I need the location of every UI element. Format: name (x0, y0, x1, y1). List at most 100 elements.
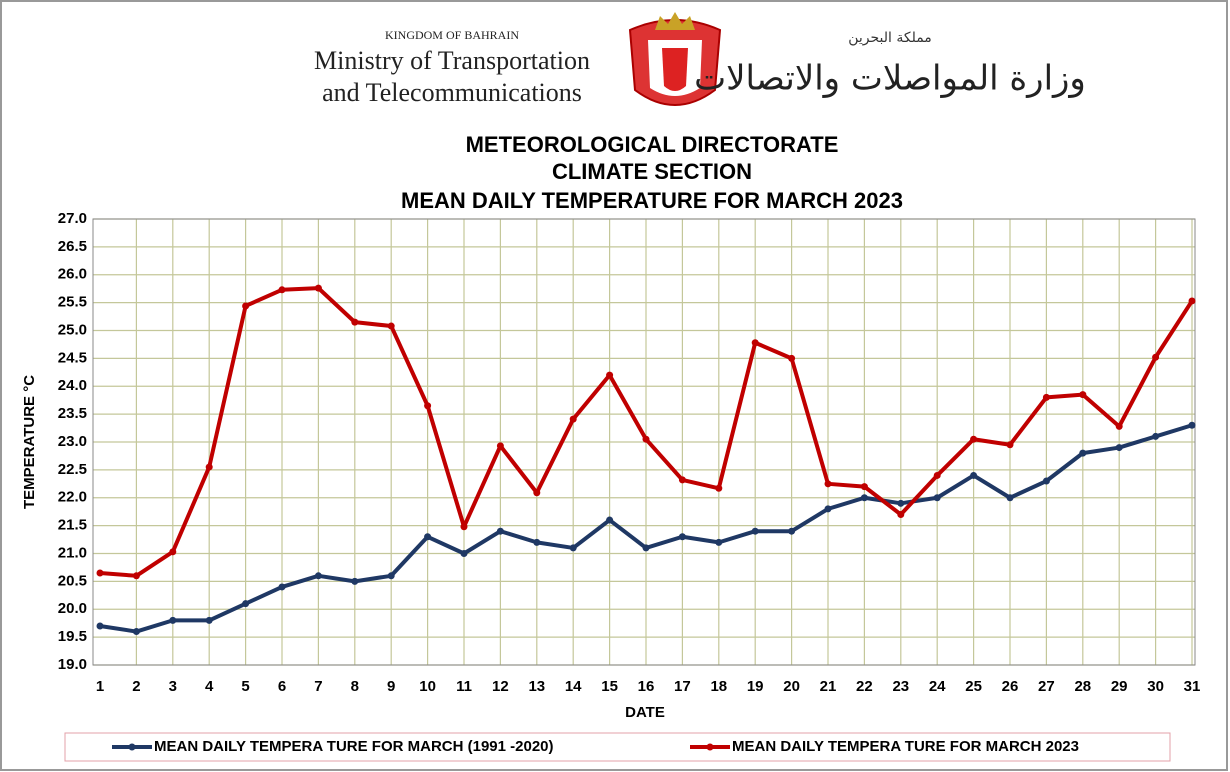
point (569, 544, 577, 552)
legend-label: MEAN DAILY TEMPERA TURE FOR MARCH 2023 (732, 738, 1079, 755)
y-tick-label: 21.5 (58, 517, 87, 534)
y-tick-label: 24.5 (58, 349, 87, 366)
point (314, 284, 322, 292)
y-tick-label: 23.5 (58, 405, 87, 422)
legend-marker (128, 743, 136, 751)
legend-marker (706, 743, 714, 751)
y-tick-label: 19.5 (58, 628, 87, 645)
point (970, 471, 978, 479)
x-tick-label: 13 (528, 678, 545, 695)
point (897, 499, 905, 507)
point (424, 533, 432, 541)
point (569, 415, 577, 423)
x-tick-label: 25 (965, 678, 982, 695)
x-tick-label: 28 (1074, 678, 1091, 695)
emblem (628, 12, 722, 106)
point (606, 516, 614, 524)
legend-box (64, 732, 1171, 762)
point (205, 463, 213, 471)
point (1152, 432, 1160, 440)
x-tick-label: 7 (314, 678, 322, 695)
chart-title: MEAN DAILY TEMPERATURE FOR MARCH 2023 (401, 188, 903, 213)
ministry: and Telecommunications (322, 78, 582, 107)
y-tick-label: 26.0 (58, 266, 87, 283)
x-tick-label: 3 (169, 678, 177, 695)
x-tick-label: 31 (1184, 678, 1201, 695)
y-tick-label: 25.0 (58, 321, 87, 338)
point (642, 435, 650, 443)
x-tick-label: 18 (710, 678, 727, 695)
point (351, 318, 359, 326)
point (751, 527, 759, 535)
point (606, 371, 614, 379)
point (1006, 441, 1014, 449)
point (424, 402, 432, 410)
point (642, 544, 650, 552)
point (496, 527, 504, 535)
y-tick-label: 23.0 (58, 433, 87, 450)
x-tick-label: 12 (492, 678, 509, 695)
x-tick-label: 14 (565, 678, 582, 695)
kingdom: KINGDOM OF BAHRAIN (385, 28, 519, 42)
x-tick-label: 2 (132, 678, 140, 695)
point (933, 494, 941, 502)
point (715, 538, 723, 546)
point (824, 480, 832, 488)
point (132, 572, 140, 580)
plot-border (92, 218, 1196, 666)
y-tick-label: 25.5 (58, 294, 87, 311)
point (460, 523, 468, 531)
point (751, 339, 759, 347)
x-tick-label: 11 (456, 678, 472, 695)
y-tick-label: 22.5 (58, 461, 87, 478)
point (860, 494, 868, 502)
point (678, 476, 686, 484)
chart-title: CLIMATE SECTION (552, 159, 752, 184)
point (970, 435, 978, 443)
point (860, 483, 868, 491)
point (715, 484, 723, 492)
point (933, 471, 941, 479)
point (1188, 421, 1196, 429)
point (278, 583, 286, 591)
point (1115, 444, 1123, 452)
point (169, 616, 177, 624)
x-tick-label: 23 (892, 678, 909, 695)
x-tick-label: 20 (783, 678, 800, 695)
y-tick-label: 19.0 (58, 656, 87, 673)
x-tick-label: 1 (96, 678, 104, 695)
x-tick-label: 6 (278, 678, 286, 695)
y-tick-label: 26.5 (58, 238, 87, 255)
point (460, 550, 468, 557)
arabic-kingdom: مملكة البحرين (848, 30, 932, 46)
y-tick-label: 20.0 (58, 600, 87, 617)
x-tick-label: 16 (638, 678, 655, 695)
point (278, 286, 286, 294)
y-axis-label: TEMPERATURE °C (21, 375, 38, 509)
point (788, 354, 796, 362)
point (897, 510, 905, 518)
point (242, 600, 250, 608)
x-tick-label: 19 (747, 678, 764, 695)
x-tick-label: 27 (1038, 678, 1055, 695)
point (96, 622, 104, 630)
point (205, 616, 213, 624)
arabic-ministry: وزارة المواصلات والاتصالات (694, 59, 1086, 99)
point (1042, 393, 1050, 401)
point (678, 533, 686, 541)
chart-title: METEOROLOGICAL DIRECTORATE (466, 132, 839, 157)
point (132, 628, 140, 636)
x-tick-label: 30 (1147, 678, 1164, 695)
point (1079, 391, 1087, 399)
point (96, 569, 104, 577)
y-tick-label: 27.0 (58, 210, 87, 227)
y-tick-label: 21.0 (58, 544, 87, 561)
point (496, 442, 504, 450)
point (788, 527, 796, 535)
x-tick-label: 17 (674, 678, 691, 695)
x-tick-label: 5 (241, 678, 249, 695)
point (314, 572, 322, 580)
x-tick-label: 9 (387, 678, 395, 695)
x-axis-label: DATE (625, 704, 665, 721)
